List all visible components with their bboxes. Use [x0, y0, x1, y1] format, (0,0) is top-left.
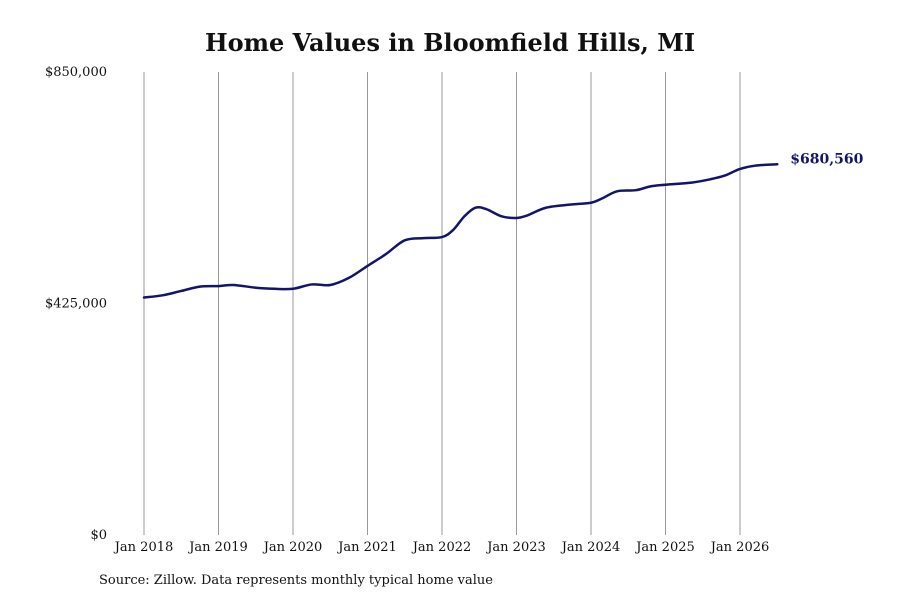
x-axis-tick-labels: Jan 2018 Jan 2019 Jan 2020 Jan 2021 Jan 2022… — [113, 540, 770, 555]
source-note: Source: Zillow. Data represents monthly … — [99, 573, 493, 588]
x-tick-label: Jan 2019 — [187, 540, 248, 555]
x-tick-label: Jan 2021 — [336, 540, 397, 555]
annotation-layer: $680,560 — [790, 151, 863, 167]
series-layer — [142, 163, 779, 299]
end-value-label: $680,560 — [790, 151, 863, 167]
y-tick-label: $0 — [90, 528, 107, 543]
x-tick-label: Jan 2025 — [634, 540, 695, 555]
x-tick-label: Jan 2024 — [560, 540, 621, 555]
y-axis-tick-labels: $0 $425,000 $850,000 — [45, 65, 107, 543]
x-tick-label: Jan 2026 — [709, 540, 770, 555]
y-tick-label: $850,000 — [45, 65, 107, 80]
series-line — [142, 163, 779, 299]
x-tick-label: Jan 2018 — [113, 540, 174, 555]
x-tick-label: Jan 2022 — [411, 540, 472, 555]
gridlines — [143, 72, 741, 535]
chart-title: Home Values in Bloomfield Hills, MI — [204, 28, 696, 57]
x-tick-label: Jan 2020 — [262, 540, 323, 555]
x-tick-label: Jan 2023 — [485, 540, 546, 555]
y-tick-label: $425,000 — [45, 297, 107, 312]
